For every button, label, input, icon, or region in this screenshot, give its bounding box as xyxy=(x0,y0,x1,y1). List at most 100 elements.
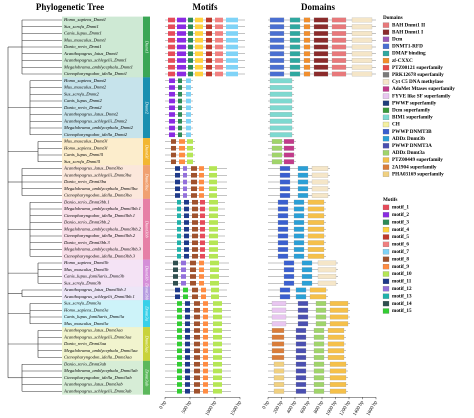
species-label: Ctenopharyngodon_idella_Dnmt3bb.3 xyxy=(64,253,136,258)
legend-swatch xyxy=(382,164,390,170)
legend-label: ADDz Dnmt3a xyxy=(392,150,425,156)
domain-block xyxy=(271,139,283,144)
domain-block xyxy=(269,112,293,117)
legend-label: motif_7 xyxy=(392,249,409,255)
motif-block xyxy=(200,199,205,205)
motif-block xyxy=(191,179,197,185)
motif-block xyxy=(173,260,178,266)
group-background xyxy=(62,77,150,139)
domain-block xyxy=(331,44,347,50)
motif-block xyxy=(175,193,180,198)
motif-block xyxy=(199,267,204,273)
species-label: Danio_rerio_Dnmt3ba xyxy=(63,179,107,184)
motif-block xyxy=(186,85,191,90)
domain-block xyxy=(303,58,311,63)
domain-block xyxy=(331,64,347,70)
motif-block xyxy=(199,260,204,266)
legend-swatch xyxy=(382,227,390,233)
motif-block xyxy=(184,253,189,259)
legend-swatch xyxy=(382,22,390,28)
motif-block xyxy=(177,44,186,50)
domain-block xyxy=(293,233,305,239)
domain-block xyxy=(297,172,309,178)
motif-block xyxy=(187,159,193,165)
motif-block xyxy=(206,17,212,23)
domain-block xyxy=(313,64,329,70)
motif-block xyxy=(200,247,205,252)
domain-block xyxy=(269,132,293,138)
species-label: Megalobrama_amblycephala_Dnmt3aa xyxy=(63,348,138,353)
domain-block xyxy=(303,31,311,36)
domain-block xyxy=(351,58,373,63)
legend-label: PTZ00121 superfamily xyxy=(392,65,443,71)
motif-block xyxy=(177,321,182,327)
axis-label: 0 bp xyxy=(262,400,271,411)
motif-block xyxy=(177,233,181,239)
axis-label: 800 bp xyxy=(314,400,325,415)
motif-block xyxy=(226,58,238,63)
species-label: Acanthopagrus_schlegelii_Dnmt2 xyxy=(63,118,127,123)
motif-block xyxy=(184,213,189,219)
legend-label: motif_11 xyxy=(392,279,412,285)
motif-block xyxy=(209,226,218,232)
domain-block xyxy=(313,388,325,394)
group-label: Dnmt3a xyxy=(144,305,149,322)
domain-block xyxy=(289,31,301,36)
domain-block xyxy=(269,105,293,111)
domain-block xyxy=(313,382,325,387)
motif-block xyxy=(177,206,181,212)
domain-block xyxy=(269,91,293,97)
domain-block xyxy=(295,355,307,360)
motif-block xyxy=(190,260,196,266)
motif-block xyxy=(194,382,200,387)
species-label: Megalobrama_amblycephala_Dnmt3bb.3 xyxy=(63,247,142,252)
species-label: Danio_rerio_Dnmt3bb.1 xyxy=(63,199,110,204)
group-bar xyxy=(143,138,150,166)
domain-block xyxy=(315,314,327,320)
domain-block xyxy=(303,44,311,50)
motif-block xyxy=(177,199,181,205)
legend-swatch xyxy=(382,278,390,284)
domain-block xyxy=(277,233,289,239)
domain-block xyxy=(297,307,309,313)
domain-block xyxy=(269,125,293,131)
domain-block xyxy=(271,321,287,327)
motif-block xyxy=(168,58,175,63)
legend-label: CH xyxy=(392,122,400,128)
motif-block xyxy=(213,334,222,340)
domain-block xyxy=(307,247,325,252)
domain-block xyxy=(315,307,327,313)
motif-block xyxy=(179,152,185,158)
legend-swatch xyxy=(382,271,390,277)
species-label: Acanthopagrus_latus_Dnmt3aa xyxy=(63,328,123,333)
legend-swatch xyxy=(382,100,390,106)
domain-block xyxy=(273,375,285,381)
domain-block xyxy=(295,375,307,381)
domain-block xyxy=(295,368,307,374)
group-bar xyxy=(143,165,150,199)
legend-label: PTZ00449 superfamily xyxy=(392,157,443,163)
motif-block xyxy=(226,51,238,57)
motif-block xyxy=(173,274,178,279)
legend-label: motif_4 xyxy=(392,227,409,233)
legend-swatch xyxy=(382,107,390,113)
domain-block xyxy=(351,17,373,23)
motif-block xyxy=(181,274,186,279)
legend-label: motif_2 xyxy=(392,212,409,218)
motif-block xyxy=(171,139,176,144)
species-label: Canis_lupus_Dnmt2 xyxy=(64,98,102,103)
group-bar xyxy=(143,286,150,301)
motif-block xyxy=(179,145,185,151)
domain-block xyxy=(293,213,305,219)
motif-block xyxy=(178,118,182,124)
motif-block xyxy=(178,78,182,84)
domain-block xyxy=(309,294,327,300)
species-label: Danio_rerio_Dnmt2 xyxy=(63,105,102,110)
motif-block xyxy=(213,307,222,313)
species-label: Danio_rerio_Dnmt3ab xyxy=(63,361,107,366)
motif-block xyxy=(178,91,182,97)
motif-block xyxy=(206,44,212,50)
motif-block xyxy=(195,51,203,57)
domain-block xyxy=(293,226,305,232)
species-label: Megalobrama_amblycephala_Dnmt3ab xyxy=(63,368,138,373)
